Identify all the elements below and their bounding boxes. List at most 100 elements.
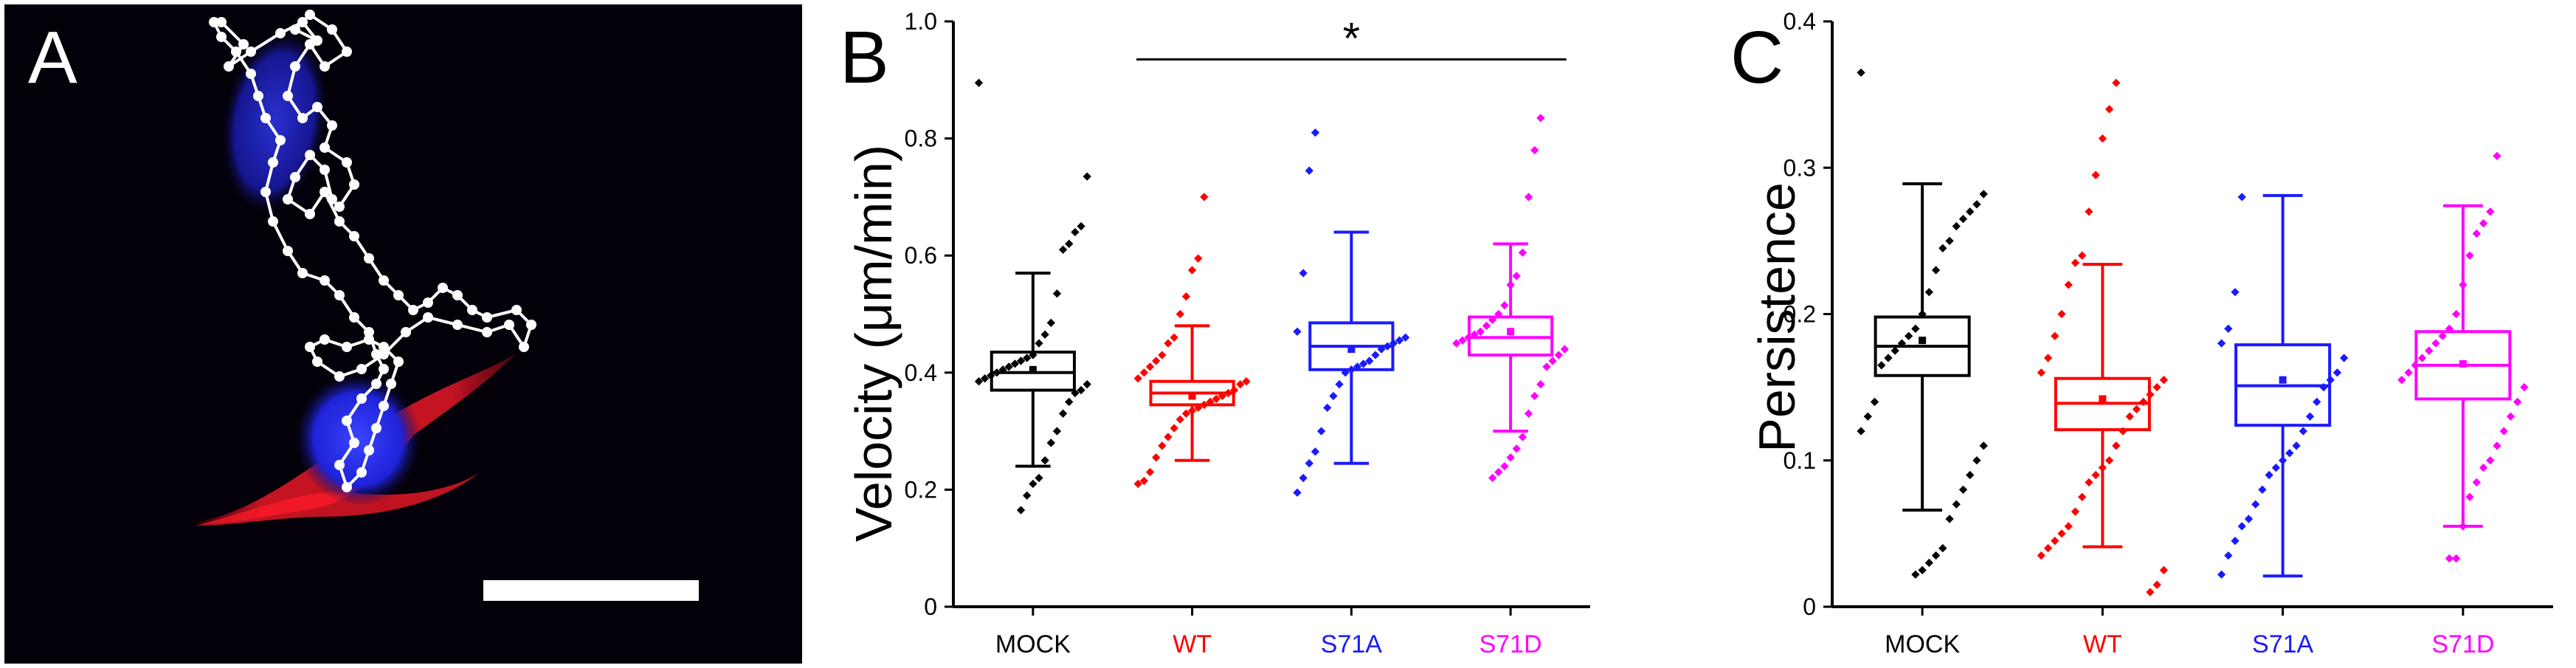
- mean-marker: [1507, 328, 1515, 336]
- x-tick-label: MOCK: [995, 630, 1071, 658]
- track-point: [364, 253, 374, 264]
- data-point: [1945, 236, 1954, 246]
- data-point: [2244, 514, 2254, 523]
- data-point: [1230, 385, 1239, 395]
- data-point: [2057, 309, 2066, 319]
- data-point: [1494, 467, 1503, 477]
- data-point: [1931, 266, 1941, 275]
- data-point: [1206, 397, 1215, 407]
- data-point: [2271, 464, 2281, 472]
- y-tick-label: 0.2: [905, 476, 937, 503]
- data-point: [1972, 456, 1981, 465]
- data-point: [2326, 376, 2335, 385]
- data-point: [2085, 478, 2093, 487]
- data-point: [1139, 368, 1149, 377]
- y-tick-label: 0.6: [905, 242, 937, 269]
- track-point: [320, 165, 330, 175]
- x-tick-label: S71D: [1479, 630, 1542, 658]
- track-point: [364, 334, 374, 345]
- track-point: [320, 334, 330, 345]
- data-point: [1071, 227, 1080, 237]
- data-point: [1329, 391, 1338, 401]
- data-point: [1194, 254, 1203, 263]
- data-point: [2265, 470, 2273, 480]
- data-point: [1212, 394, 1220, 404]
- track-point: [342, 342, 352, 352]
- panel-b-significance: *: [1136, 14, 1567, 63]
- data-point: [1052, 289, 1062, 298]
- data-point: [1133, 479, 1142, 489]
- x-tick-label: MOCK: [1885, 630, 1960, 658]
- data-point: [2472, 478, 2481, 487]
- data-point: [2104, 456, 2114, 465]
- data-point: [1181, 409, 1191, 418]
- data-point: [1347, 365, 1356, 374]
- data-point: [1536, 380, 1545, 389]
- data-point: [1924, 288, 1934, 297]
- data-point: [1383, 342, 1392, 351]
- data-point: [2438, 331, 2447, 340]
- data-point: [1488, 473, 1497, 483]
- track-point: [393, 290, 404, 300]
- data-point: [2285, 449, 2294, 458]
- data-point: [1181, 292, 1191, 301]
- data-point: [1530, 145, 1539, 155]
- data-point: [1897, 339, 1907, 348]
- data-point: [1223, 388, 1233, 398]
- data-point: [1371, 351, 1380, 359]
- panel-a-image: A: [4, 4, 802, 664]
- data-point: [1548, 357, 1557, 365]
- data-point: [1299, 473, 1308, 483]
- data-point: [1353, 362, 1362, 371]
- data-point: [1133, 374, 1142, 383]
- mean-marker: [2099, 395, 2107, 403]
- track-point: [423, 312, 433, 323]
- data-point: [1293, 327, 1302, 336]
- data-point: [2486, 207, 2495, 216]
- data-point: [2431, 339, 2440, 348]
- track-point: [290, 61, 300, 72]
- data-point: [1958, 214, 1968, 224]
- track-point: [297, 113, 308, 123]
- data-point: [1065, 397, 1074, 407]
- track-point: [224, 61, 234, 72]
- data-point: [2071, 507, 2080, 516]
- data-point: [2237, 193, 2246, 202]
- data-point: [2278, 456, 2287, 465]
- data-point: [2091, 470, 2100, 480]
- data-point: [2417, 354, 2427, 362]
- track-point: [283, 194, 293, 204]
- data-point: [1065, 239, 1074, 248]
- track-point: [312, 102, 322, 112]
- data-point: [1175, 415, 1184, 424]
- lower-nucleus: [294, 373, 421, 506]
- data-point: [1512, 272, 1521, 280]
- data-point: [1863, 412, 1872, 421]
- data-point: [2085, 207, 2093, 216]
- panel-b-axes: [952, 21, 1590, 608]
- data-point: [1341, 368, 1350, 377]
- data-point: [1924, 558, 1934, 568]
- data-point: [1152, 357, 1161, 365]
- data-point: [2104, 105, 2114, 114]
- data-point: [1401, 333, 1410, 342]
- y-tick-label: 0.2: [1783, 301, 1816, 328]
- data-point: [2425, 346, 2434, 355]
- data-point: [2332, 368, 2342, 377]
- data-point: [1377, 345, 1386, 354]
- data-point: [2146, 588, 2155, 596]
- data-point: [2404, 368, 2413, 377]
- data-point: [1200, 400, 1209, 410]
- data-point: [1016, 506, 1026, 514]
- data-point: [1500, 462, 1509, 471]
- data-point: [2071, 258, 2080, 267]
- data-point: [1152, 453, 1161, 462]
- data-point: [2037, 551, 2045, 560]
- mean-marker: [1347, 345, 1356, 354]
- data-point: [1035, 339, 1043, 348]
- track-point: [342, 482, 352, 492]
- data-point: [2445, 554, 2454, 563]
- panel-c-points: [1857, 68, 2529, 596]
- panel-b-velocity-chart: B Velocity (μm/min) 0 0.2 0.4 0.6 0.8 1.0 MOCK…: [840, 8, 1590, 658]
- track-point: [275, 28, 286, 38]
